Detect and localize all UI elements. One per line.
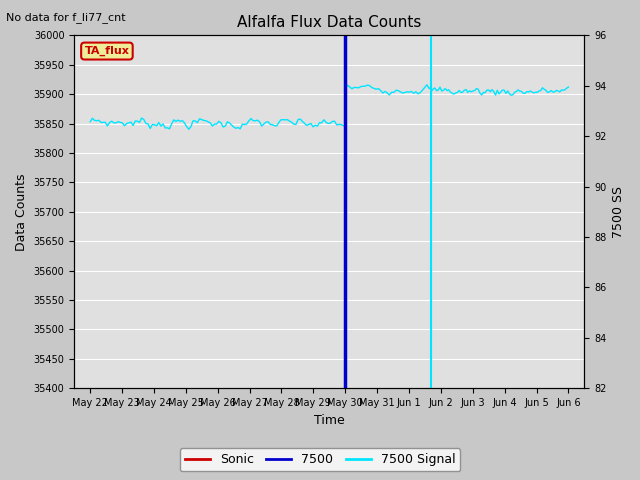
Title: Alfalfa Flux Data Counts: Alfalfa Flux Data Counts (237, 15, 422, 30)
Text: No data for f_li77_cnt: No data for f_li77_cnt (6, 12, 126, 23)
X-axis label: Time: Time (314, 414, 345, 427)
Y-axis label: Data Counts: Data Counts (15, 173, 28, 251)
Y-axis label: 7500 SS: 7500 SS (612, 186, 625, 238)
Legend: Sonic, 7500, 7500 Signal: Sonic, 7500, 7500 Signal (180, 448, 460, 471)
Text: TA_flux: TA_flux (84, 46, 129, 56)
